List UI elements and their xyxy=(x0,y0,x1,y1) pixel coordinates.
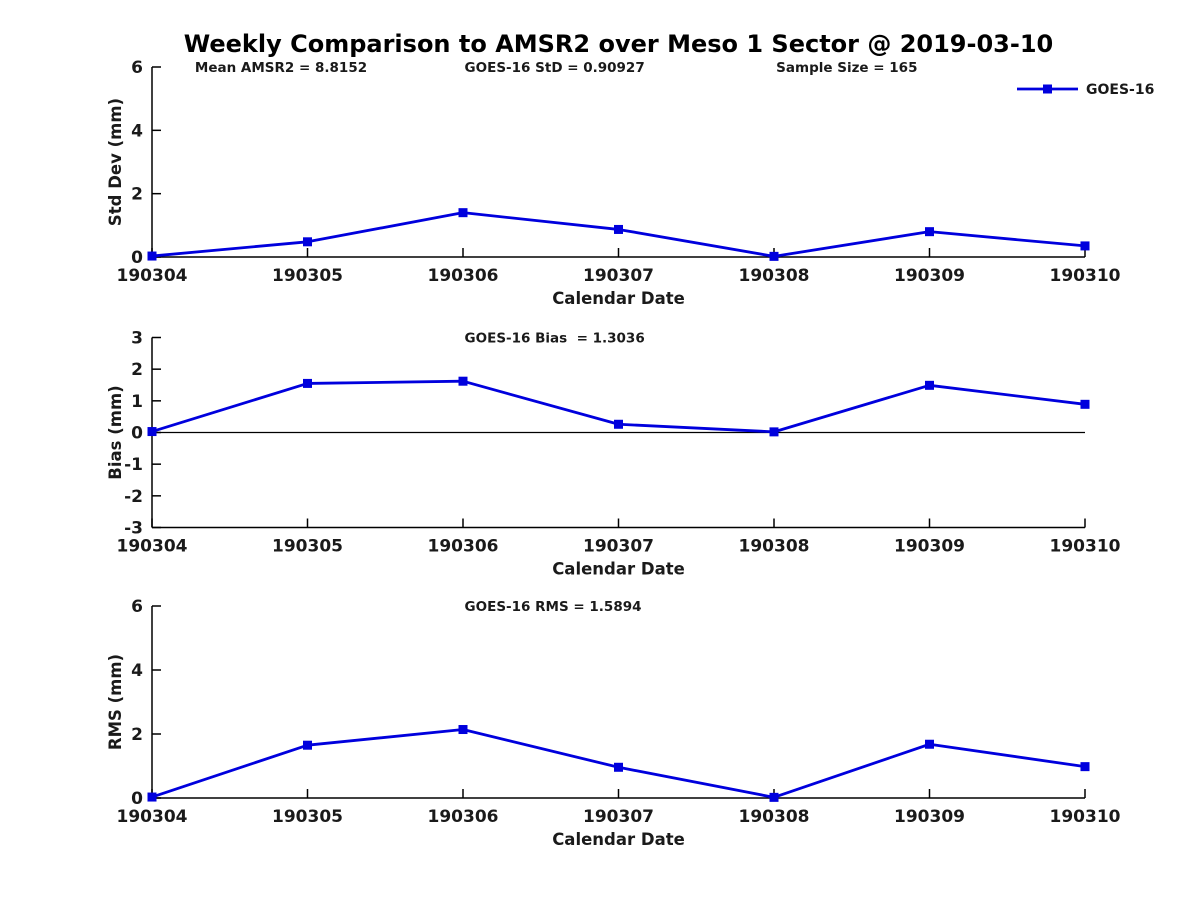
data-point-marker xyxy=(147,792,157,802)
figure-title: Weekly Comparison to AMSR2 over Meso 1 S… xyxy=(183,30,1054,58)
y-tick-label: -1 xyxy=(124,455,143,475)
data-point-marker xyxy=(925,380,934,390)
x-tick-label: 190309 xyxy=(894,807,965,827)
x-tick-label: 190307 xyxy=(583,537,654,557)
y-tick-label: 1 xyxy=(131,392,143,412)
x-tick-label: 190308 xyxy=(739,537,810,557)
data-point-marker xyxy=(614,224,623,234)
subplot-rms: 190304 190305 190306 190307 190308 190309 1903… xyxy=(106,597,1121,849)
subplot-annotation: GOES-16 StD = 0.90927 xyxy=(465,60,645,76)
data-point-marker xyxy=(147,251,157,261)
x-tick-label: 190304 xyxy=(117,266,188,286)
data-point-marker xyxy=(303,237,312,247)
x-tick-label: 190304 xyxy=(117,807,188,827)
x-tick-label: 190307 xyxy=(583,807,654,827)
subplot-annotation: Sample Size = 165 xyxy=(776,60,917,76)
legend-marker-icon xyxy=(1043,84,1052,94)
y-tick-label: 0 xyxy=(131,424,143,444)
data-point-marker xyxy=(925,739,934,749)
x-tick-label: 190308 xyxy=(739,807,810,827)
y-tick-label: 0 xyxy=(131,789,143,809)
data-point-marker xyxy=(458,208,468,218)
x-tick-label: 190305 xyxy=(272,266,343,286)
x-tick-label: 190305 xyxy=(272,537,343,557)
data-point-marker xyxy=(614,762,623,772)
x-tick-label: 190306 xyxy=(428,807,499,827)
y-tick-label: -3 xyxy=(124,519,143,539)
data-point-marker xyxy=(614,419,623,429)
x-tick-label: 190306 xyxy=(428,266,499,286)
data-point-marker xyxy=(769,427,779,437)
data-point-marker xyxy=(925,227,934,237)
data-point-marker xyxy=(769,251,779,261)
y-tick-label: 2 xyxy=(131,185,143,205)
legend-label: GOES-16 xyxy=(1086,82,1154,98)
y-tick-label: 6 xyxy=(131,597,143,617)
subplot-annotation: GOES-16 Bias = 1.3036 xyxy=(465,331,645,347)
x-axis-title: Calendar Date xyxy=(552,560,685,579)
y-tick-label: 2 xyxy=(131,725,143,745)
data-point-marker xyxy=(147,427,157,437)
y-tick-label: 0 xyxy=(131,248,143,268)
subplot-bias: 190304 190305 190306 190307 190308 190309 1903… xyxy=(106,329,1121,579)
y-axis-title: Std Dev (mm) xyxy=(106,98,125,226)
data-point-marker xyxy=(1080,241,1090,251)
x-tick-label: 190309 xyxy=(894,266,965,286)
data-point-marker xyxy=(1080,762,1090,772)
x-tick-label: 190310 xyxy=(1050,807,1121,827)
y-tick-label: 4 xyxy=(131,121,143,141)
x-tick-label: 190308 xyxy=(739,266,810,286)
y-tick-label: 2 xyxy=(131,360,143,380)
y-tick-label: 6 xyxy=(131,58,143,78)
data-point-marker xyxy=(1080,399,1090,409)
y-axis-title: Bias (mm) xyxy=(106,385,125,479)
subplot-annotation: Mean AMSR2 = 8.8152 xyxy=(195,60,367,76)
x-tick-label: 190309 xyxy=(894,537,965,557)
y-tick-label: 3 xyxy=(131,329,143,349)
x-tick-label: 190306 xyxy=(428,537,499,557)
y-tick-label: -2 xyxy=(124,487,143,507)
data-point-marker xyxy=(769,792,779,802)
subplot-annotation: GOES-16 RMS = 1.5894 xyxy=(465,599,642,615)
x-tick-label: 190310 xyxy=(1050,537,1121,557)
x-axis-title: Calendar Date xyxy=(552,289,685,308)
legend: GOES-16 xyxy=(1017,82,1154,98)
x-axis-title: Calendar Date xyxy=(552,830,685,849)
data-point-marker xyxy=(458,725,468,735)
x-tick-label: 190310 xyxy=(1050,266,1121,286)
subplot-stddev: 190304 190305 190306 190307 190308 190309 1903… xyxy=(106,58,1154,308)
x-tick-label: 190304 xyxy=(117,537,188,557)
y-tick-label: 4 xyxy=(131,661,143,681)
data-point-marker xyxy=(458,376,468,386)
y-axis-title: RMS (mm) xyxy=(106,654,125,750)
data-point-marker xyxy=(303,740,312,750)
x-tick-label: 190307 xyxy=(583,266,654,286)
data-point-marker xyxy=(303,378,312,388)
x-tick-label: 190305 xyxy=(272,807,343,827)
